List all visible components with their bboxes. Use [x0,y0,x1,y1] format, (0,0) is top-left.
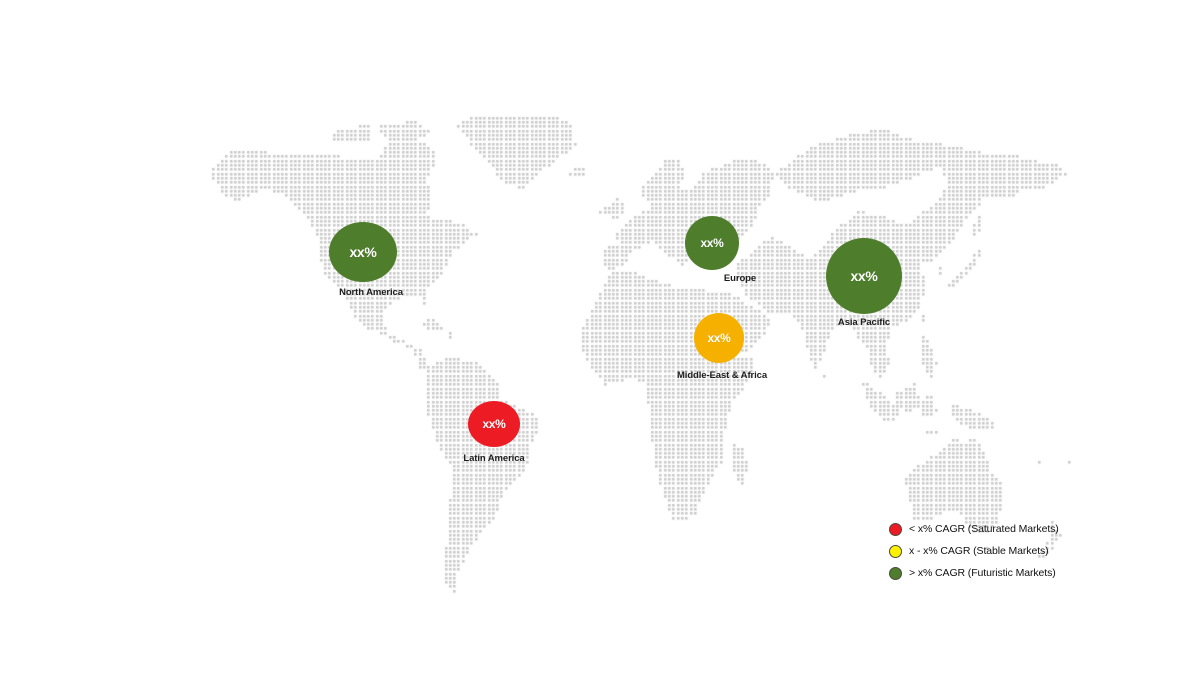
legend-label-saturated: < x% CAGR (Saturated Markets) [909,523,1059,535]
region-bubble-north-america[interactable]: xx% [329,222,397,282]
legend-label-futuristic: > x% CAGR (Futuristic Markets) [909,567,1056,579]
region-value-middle-east-africa: xx% [707,331,731,345]
legend-item-saturated[interactable]: < x% CAGR (Saturated Markets) [889,518,1089,540]
legend-label-stable: x - x% CAGR (Stable Markets) [909,545,1049,557]
region-value-latin-america: xx% [482,417,506,431]
legend-dot-stable [889,544,902,558]
legend-item-stable[interactable]: x - x% CAGR (Stable Markets) [889,540,1089,562]
region-value-north-america: xx% [349,244,377,260]
legend-dot-saturated [889,522,902,536]
region-value-europe: xx% [700,236,724,250]
region-bubble-europe[interactable]: xx% [685,216,739,270]
legend: < x% CAGR (Saturated Markets) x - x% CAGR… [889,518,1089,584]
region-label-north-america: North America [339,287,403,298]
region-label-asia-pacific: Asia Pacific [837,317,891,328]
region-bubble-latin-america[interactable]: xx% [468,401,520,447]
legend-dot-futuristic [889,566,902,580]
region-value-asia-pacific: xx% [850,268,878,284]
region-label-middle-east-africa: Middle-East & Africa [676,370,768,381]
legend-item-futuristic[interactable]: > x% CAGR (Futuristic Markets) [889,562,1089,584]
region-bubble-middle-east-africa[interactable]: xx% [694,313,744,363]
region-label-latin-america: Latin America [463,453,525,464]
region-label-europe: Europe [723,273,757,284]
region-bubble-asia-pacific[interactable]: xx% [826,238,902,314]
